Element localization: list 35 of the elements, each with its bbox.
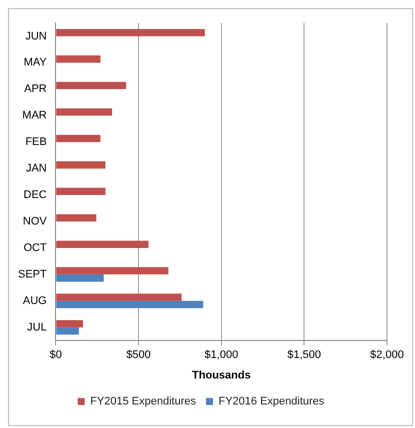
legend-label: FY2015 Expenditures <box>90 396 196 408</box>
y-tick-label: OCT <box>23 242 47 254</box>
bar <box>56 188 106 196</box>
bar <box>56 28 205 36</box>
x-axis-title: Thousands <box>192 369 251 382</box>
bar <box>56 320 84 328</box>
x-tick-label: $2,000 <box>370 349 404 362</box>
bar <box>56 294 182 301</box>
y-tick-label: SEPT <box>18 268 48 280</box>
x-tick-label: $1,000 <box>204 349 238 362</box>
y-tick-label: MAY <box>24 56 48 69</box>
y-tick-label: AUG <box>22 294 47 307</box>
bar <box>56 134 100 142</box>
y-tick-label: JAN <box>26 162 47 175</box>
y-tick-label: DEC <box>23 189 47 202</box>
bar <box>56 240 148 248</box>
y-tick-label: NOV <box>22 216 48 228</box>
bar <box>56 161 106 169</box>
bar <box>56 327 79 335</box>
y-tick-label: APR <box>24 83 47 96</box>
y-tick-label: JUN <box>25 30 47 42</box>
x-tick-label: $500 <box>126 349 151 362</box>
bar <box>56 300 204 308</box>
x-tick-label: $1,500 <box>287 349 322 362</box>
bar <box>56 108 112 116</box>
bar <box>56 274 104 282</box>
bar <box>56 267 168 274</box>
y-tick-label: JUL <box>27 321 47 334</box>
bar <box>56 55 100 63</box>
bar <box>56 214 96 222</box>
y-tick-label: FEB <box>25 136 47 148</box>
x-tick-label: $0 <box>50 349 62 362</box>
bar <box>56 82 126 90</box>
legend-label: FY2016 Expenditures <box>218 396 325 408</box>
y-tick-label: MAR <box>22 110 47 122</box>
